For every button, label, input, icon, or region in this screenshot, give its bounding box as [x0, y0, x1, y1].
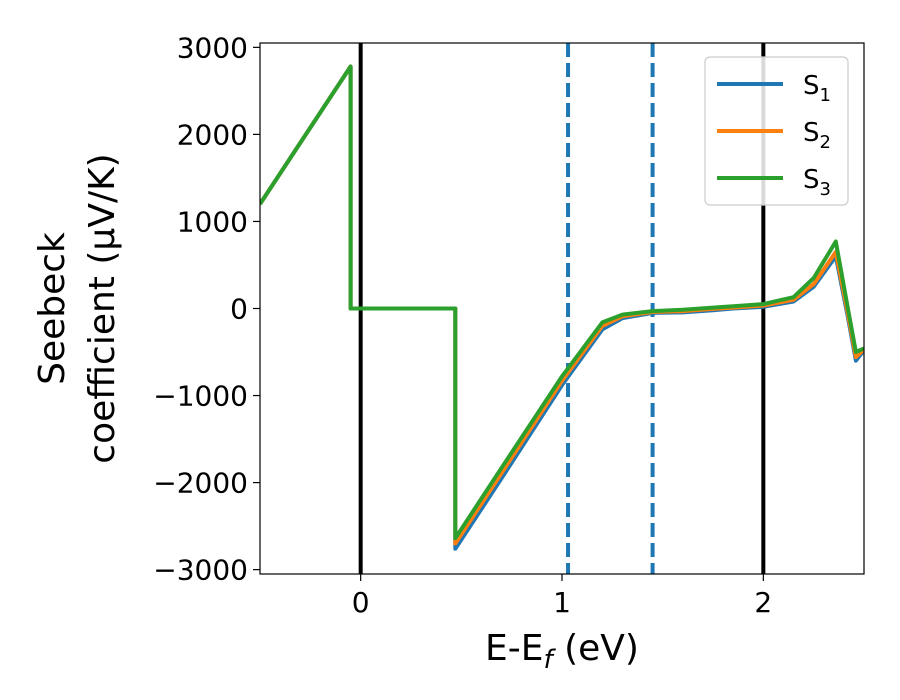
legend-label-main: S [803, 165, 820, 195]
legend-label-1: S1 [803, 71, 831, 106]
x-axis-title-unit: (eV) [553, 628, 639, 669]
x-tick-label-0: 0 [352, 586, 370, 619]
series-line-3 [260, 64, 864, 541]
legend-label-3: S3 [803, 165, 831, 200]
y-axis-title-line2: coefficient (μV/K) [82, 153, 123, 463]
y-tick-label-2: −1000 [153, 380, 248, 413]
legend-label-sub: 2 [820, 132, 831, 153]
legend-label-sub: 1 [820, 85, 831, 106]
legend-label-main: S [803, 71, 820, 101]
legend-label-sub: 3 [820, 179, 831, 200]
y-axis-title: Seebeck coefficient (μV/K) [32, 153, 123, 463]
x-tick-label-1: 1 [553, 586, 571, 619]
legend-label-2: S2 [803, 118, 831, 153]
y-axis-title-line1: Seebeck [32, 232, 73, 385]
axis-labels: E-Ef (eV) Seebeck coefficient (μV/K) [32, 153, 639, 675]
axes: 0 1 2 −3000 −2000 −1000 0 1000 2000 3000 [153, 31, 865, 619]
x-axis-title: E-Ef (eV) [485, 628, 639, 675]
y-tick-label-0: −3000 [153, 554, 248, 587]
x-tick-label-2: 2 [754, 586, 772, 619]
legend-label-main: S [803, 118, 820, 148]
y-tick-label-4: 1000 [177, 205, 248, 238]
y-tick-label-6: 3000 [177, 31, 248, 64]
y-tick-label-1: −2000 [153, 467, 248, 500]
y-tick-label-5: 2000 [177, 118, 248, 151]
x-axis-title-main: E-E [485, 628, 543, 669]
y-tick-label-3: 0 [230, 293, 248, 326]
